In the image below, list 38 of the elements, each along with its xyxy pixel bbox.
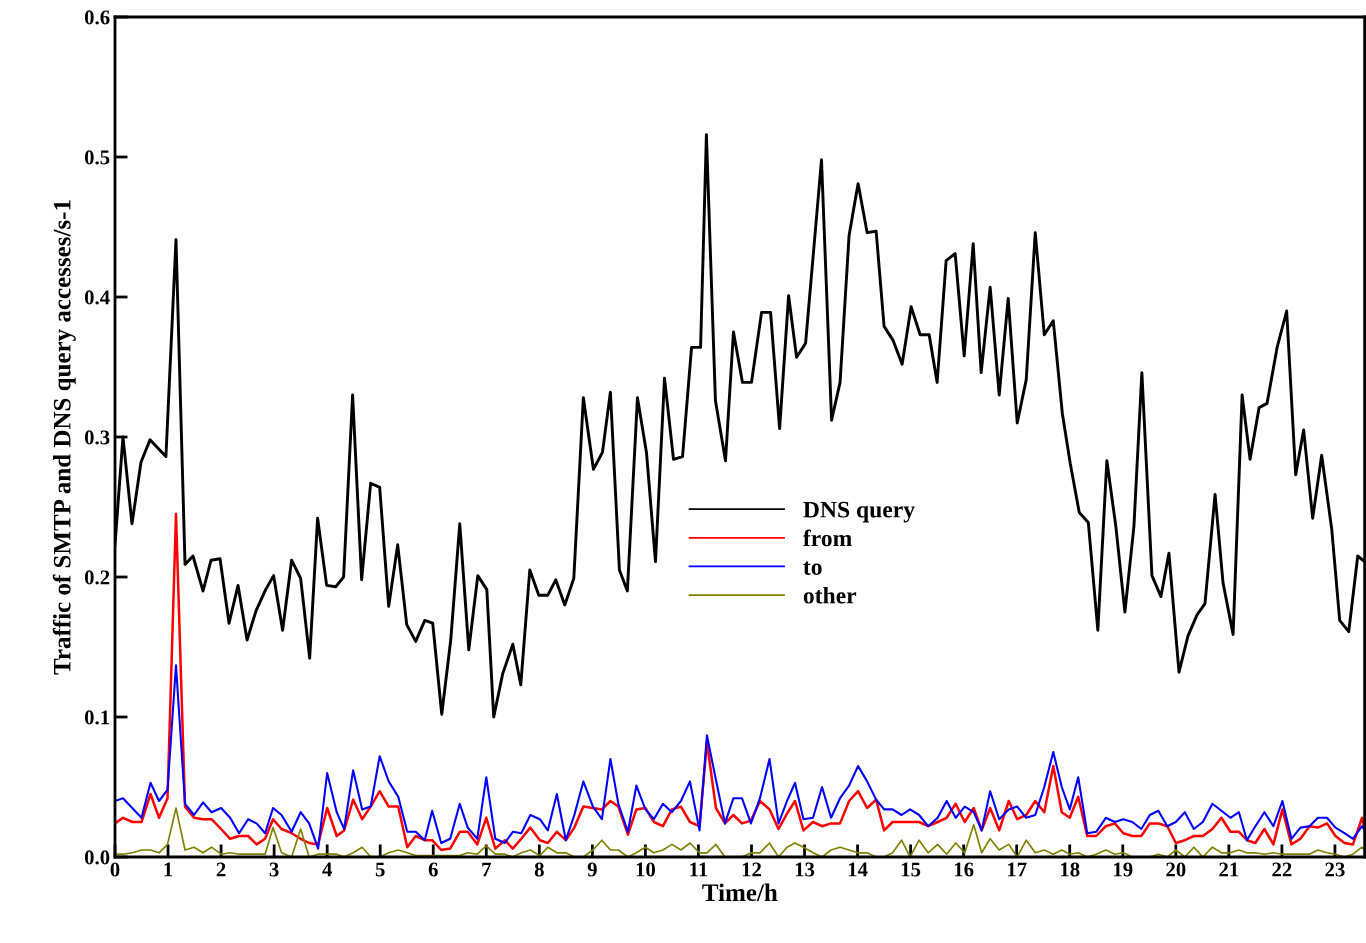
y-tick-label: 0.5 [84,150,110,165]
x-tick-label: 17 [1007,862,1027,877]
x-tick-label: 8 [534,862,544,877]
x-tick-label: 2 [216,862,226,877]
x-tick-label: 7 [482,862,491,877]
x-tick-label: 9 [587,862,597,877]
x-tick-label: 4 [322,862,332,877]
x-tick-label: 21 [1219,862,1239,877]
x-tick-label: 5 [375,862,385,877]
y-axis-title: Traffic of SMTP and DNS query accesses/s-1 [52,200,76,675]
legend-label: other [803,586,857,604]
y-tick-label: 0.0 [84,850,110,865]
line-series [115,664,1365,850]
y-tick-label: 0.3 [84,430,110,445]
x-tick-label: 22 [1272,862,1292,877]
y-tick-label: 0.6 [84,10,110,25]
x-tick-label: 16 [954,862,974,877]
x-tick-label: 20 [1166,862,1186,877]
x-tick-label: 3 [269,862,279,877]
x-tick-label: 1 [164,862,173,877]
x-tick-label: 14 [848,862,868,877]
legend-label: from [803,529,852,547]
x-tick-label: 10 [636,862,656,877]
x-tick-label: 6 [428,862,438,877]
x-tick-label: 15 [901,862,921,877]
x-tick-label: 23 [1325,862,1345,877]
x-tick-label: 11 [690,862,708,877]
legend-label: to [803,561,822,575]
legend-label: DNS query [803,501,915,523]
x-tick-label: 19 [1114,862,1133,877]
y-tick-label: 0.2 [84,570,110,585]
y-tick-label: 0.4 [84,290,110,305]
y-tick-label: 0.1 [84,710,110,725]
x-tick-label: 13 [795,862,815,877]
x-tick-label: 0 [110,862,120,877]
x-tick-label: 12 [742,862,762,877]
x-tick-label: 18 [1060,862,1080,877]
x-axis-title: Time/h [702,883,778,902]
